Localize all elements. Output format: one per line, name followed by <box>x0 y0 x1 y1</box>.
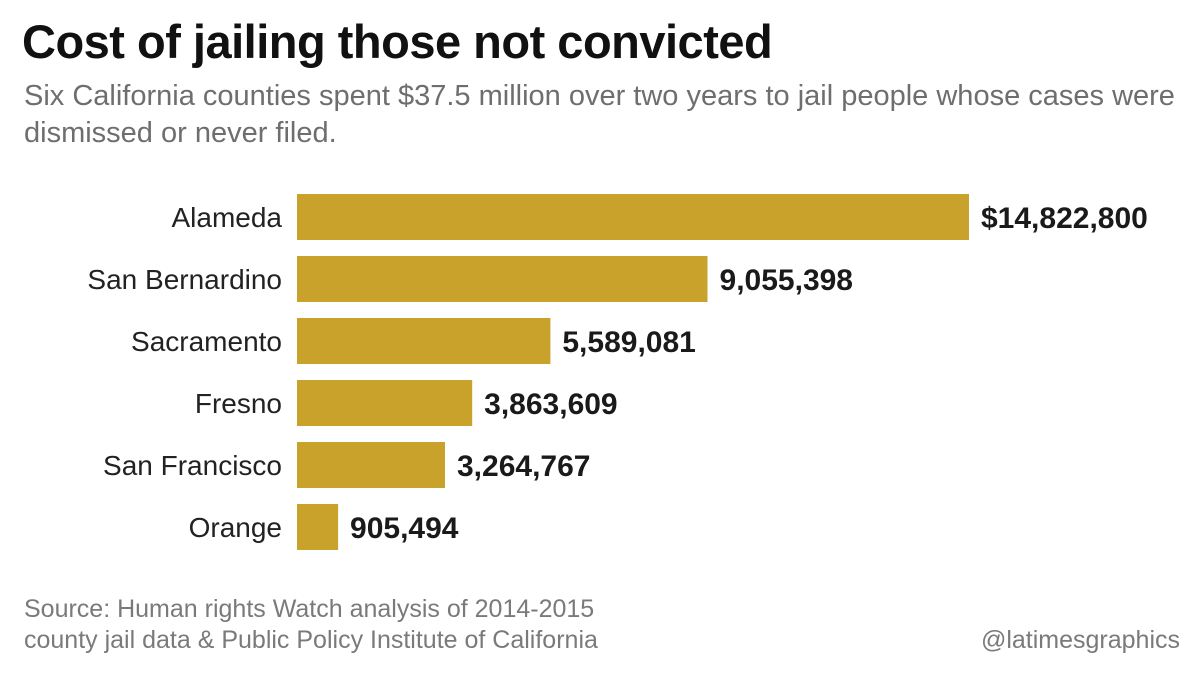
source-note: Source: Human rights Watch analysis of 2… <box>24 594 598 656</box>
value-label-sacramento: 5,589,081 <box>562 326 695 359</box>
chart-subtitle: Six California counties spent $37.5 mill… <box>24 80 1175 149</box>
bar-fresno <box>297 380 473 426</box>
category-label-fresno: Fresno <box>195 388 282 419</box>
bar-san-bernardino <box>297 256 708 302</box>
value-label-san-francisco: 3,264,767 <box>457 450 590 483</box>
category-label-orange: Orange <box>189 512 282 543</box>
source-line-1: Source: Human rights Watch analysis of 2… <box>24 595 595 623</box>
value-label-alameda: $14,822,800 <box>981 202 1148 235</box>
category-label-alameda: Alameda <box>171 202 282 233</box>
category-label-san-francisco: San Francisco <box>103 450 282 481</box>
bar-alameda <box>297 194 969 240</box>
chart-title: Cost of jailing those not convicted <box>22 15 773 68</box>
bar-san-francisco <box>297 442 445 488</box>
source-line-2: county jail data & Public Policy Institu… <box>24 626 598 654</box>
credit-handle: @latimesgraphics <box>980 626 1180 654</box>
value-label-san-bernardino: 9,055,398 <box>720 264 853 297</box>
value-label-fresno: 3,863,609 <box>484 388 617 421</box>
bar-chart: Alameda $14,822,800 San Bernardino 9,055,39… <box>87 194 1148 550</box>
category-label-sacramento: Sacramento <box>131 326 282 357</box>
bar-orange <box>297 504 339 550</box>
bar-sacramento <box>297 318 551 364</box>
value-label-orange: 905,494 <box>350 512 459 545</box>
category-label-san-bernardino: San Bernardino <box>87 264 282 295</box>
